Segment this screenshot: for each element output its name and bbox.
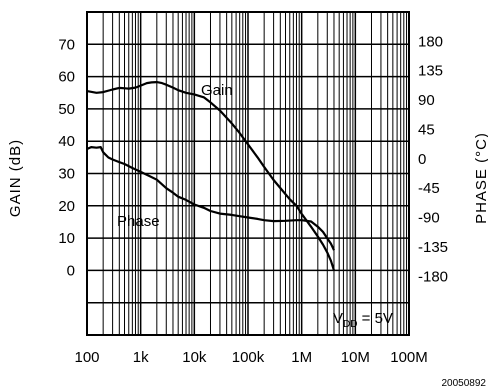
x-tick-label: 10k <box>182 349 207 366</box>
y2-tick-label: -90 <box>418 210 440 227</box>
x-tick-labels: 100 1k 10k 100k 1M 10M 100M <box>74 349 427 366</box>
y2-tick-label: -135 <box>418 239 448 256</box>
y-tick-label: 70 <box>58 36 75 53</box>
annotation-phase: Phase <box>117 213 160 230</box>
grid <box>87 12 409 335</box>
series-line-gain <box>86 80 336 271</box>
y-tick-label: 10 <box>58 230 75 247</box>
y-tick-label: 30 <box>58 166 75 183</box>
y2-tick-label: -180 <box>418 268 448 285</box>
series-line-phase <box>86 146 335 251</box>
x-tick-label: 1k <box>133 349 149 366</box>
y2-tick-label: 45 <box>418 121 435 138</box>
y-tick-label: 40 <box>58 133 75 150</box>
x-tick-label: 100k <box>232 349 265 366</box>
condition-label: VDD = 5V <box>333 310 393 330</box>
y-tick-label: 0 <box>67 262 75 279</box>
y-axis-label: GAIN (dB) <box>7 139 24 217</box>
x-tick-label: 1M <box>291 349 312 366</box>
y2-axis-label: PHASE (°C) <box>473 132 488 224</box>
y2-tick-label: 135 <box>418 63 443 80</box>
figure-id: 20050892 <box>442 378 487 389</box>
y-tick-labels: 70 60 50 40 30 20 10 0 <box>58 36 75 279</box>
y-tick-label: 50 <box>58 101 75 118</box>
y-tick-label: 20 <box>58 198 75 215</box>
y2-tick-label: -45 <box>418 180 440 197</box>
x-tick-label: 10M <box>341 349 370 366</box>
x-tick-label: 100 <box>74 349 99 366</box>
plot-frame <box>86 11 410 336</box>
x-tick-label: 100M <box>390 349 428 366</box>
series-lines <box>86 80 336 271</box>
y2-tick-label: 180 <box>418 33 443 50</box>
y-tick-label: 60 <box>58 69 75 86</box>
y2-tick-labels: 180 135 90 45 0 -45 -90 -135 -180 <box>418 33 448 285</box>
annotation-gain: Gain <box>201 82 233 99</box>
y2-tick-label: 90 <box>418 92 435 109</box>
y2-tick-label: 0 <box>418 151 426 168</box>
